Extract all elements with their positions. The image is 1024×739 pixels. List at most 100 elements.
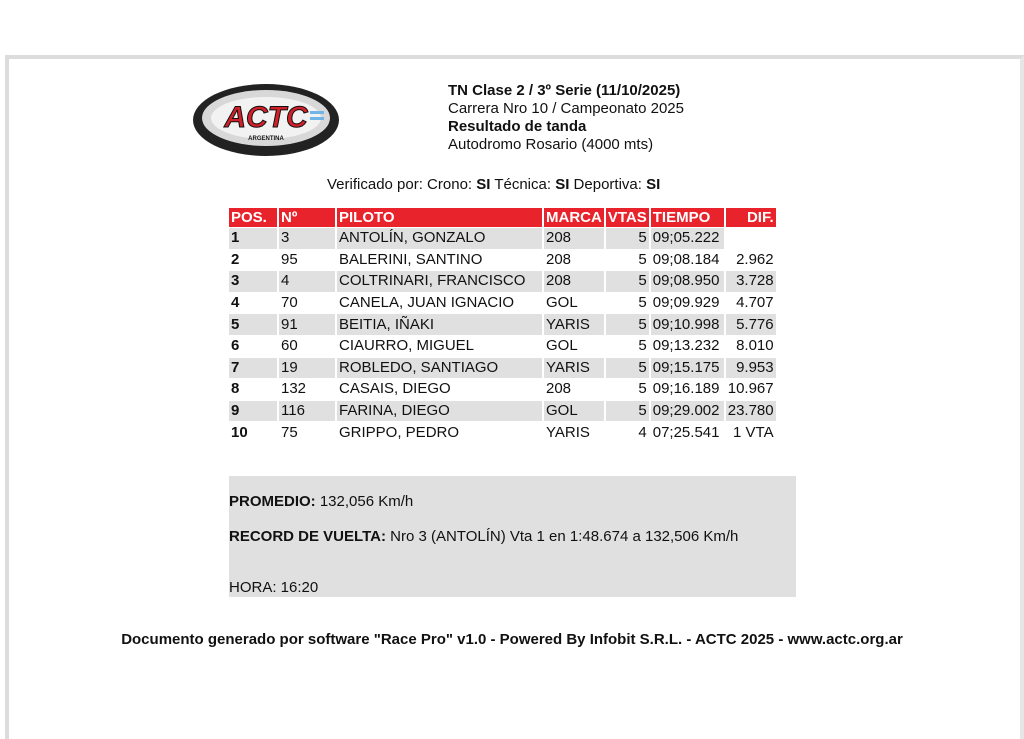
cell-number: 60 (281, 337, 298, 355)
cell-pos: 1 (229, 228, 277, 249)
cell-vtas: 5 (638, 337, 647, 355)
cell-marca: 208 (544, 228, 604, 249)
col-marca: MARCA (544, 208, 604, 227)
cell-number: 75 (281, 423, 298, 441)
cell-dif: 23.780 (725, 400, 776, 422)
svg-text:ARGENTINA: ARGENTINA (248, 136, 284, 142)
cell-tiempo: 09;13.232 (652, 337, 720, 355)
cell-vtas: 5 (638, 294, 647, 312)
document-page (5, 55, 1024, 739)
cell-tiempo: 07;25.541 (652, 423, 720, 441)
col-dif: DIF. (725, 208, 776, 227)
table-header-row: POS. Nº PILOTO MARCA VTAS TIEMPO DIF. (229, 208, 776, 227)
cell-tiempo: 09;09.929 (652, 294, 720, 312)
cell-pos: 10 (231, 423, 248, 441)
deportiva-status: SI (646, 176, 661, 193)
record-line: RECORD DE VUELTA: Nro 3 (ANTOLÍN) Vta 1 … (229, 528, 738, 545)
cell-vtas: 5 (605, 314, 649, 335)
cell-vtas: 5 (638, 250, 647, 268)
cell-dif: 1 VTA (733, 423, 774, 441)
col-pos: POS. (229, 208, 277, 227)
cell-piloto: BALERINI, SANTINO (339, 250, 483, 268)
promedio-label: PROMEDIO: (229, 493, 316, 510)
cell-piloto: BEITIA, IÑAKI (337, 314, 542, 335)
cell-tiempo: 09;16.189 (652, 380, 720, 398)
circuit-info: Autodromo Rosario (4000 mts) (448, 136, 654, 153)
cell-dif: 2.962 (736, 250, 774, 268)
cell-marca: GOL (544, 400, 604, 422)
cell-vtas: 5 (605, 357, 649, 379)
cell-number: 132 (281, 380, 307, 398)
report-header: TN Clase 2 / 3º Serie (11/10/2025) Carre… (448, 82, 684, 154)
cell-tiempo: 09;10.998 (650, 314, 724, 335)
cell-marca: YARIS (544, 314, 604, 335)
cell-marca: 208 (546, 380, 572, 398)
cell-pos: 8 (231, 380, 240, 398)
cell-dif: 9.953 (725, 357, 776, 379)
col-vtas: VTAS (605, 208, 649, 227)
cell-marca: YARIS (544, 357, 604, 379)
cell-dif: 4.707 (736, 294, 774, 312)
cell-piloto: CANELA, JUAN IGNACIO (339, 294, 515, 312)
cell-piloto: GRIPPO, PEDRO (339, 423, 460, 441)
cell-piloto: CASAIS, DIEGO (339, 380, 451, 398)
cell-marca: GOL (546, 337, 578, 355)
cell-vtas: 4 (638, 423, 647, 441)
cell-marca: 208 (544, 271, 604, 292)
cell-pos: 2 (231, 250, 240, 268)
promedio-value: 132,056 Km/h (315, 493, 414, 510)
cell-marca: 208 (546, 250, 572, 268)
cell-number: 70 (281, 294, 298, 312)
cell-pos: 6 (231, 337, 240, 355)
cell-vtas: 5 (605, 400, 649, 422)
cell-tiempo: 09;08.950 (650, 271, 724, 292)
verif-prefix: Verificado por: Crono: (327, 176, 477, 193)
crono-status: SI (476, 176, 491, 193)
col-tiempo: TIEMPO (650, 208, 724, 227)
cell-piloto: ROBLEDO, SANTIAGO (337, 357, 542, 379)
verification-line: Verificado por: Crono: SI Técnica: SI De… (327, 176, 660, 193)
col-number: Nº (279, 208, 335, 227)
cell-tiempo: 09;08.184 (652, 250, 720, 268)
cell-dif (726, 228, 776, 249)
tecnica-status: SI (555, 176, 570, 193)
cell-pos: 4 (231, 294, 240, 312)
cell-dif: 8.010 (736, 337, 774, 355)
cell-vtas: 5 (605, 271, 649, 292)
report-subtitle: Resultado de tanda (448, 118, 587, 135)
cell-dif: 5.776 (725, 314, 776, 335)
summary-box: PROMEDIO: 132,056 Km/h RECORD DE VUELTA:… (229, 476, 796, 597)
cell-vtas: 5 (605, 228, 649, 249)
table-row: 7 19 ROBLEDO, SANTIAGO YARIS 5 09;15.175 9.953 (229, 357, 776, 379)
cell-dif: 3.728 (725, 271, 776, 292)
table-row: 8 132 CASAIS, DIEGO 208 5 09;16.189 10.967 (229, 379, 776, 400)
record-label: RECORD DE VUELTA: (229, 528, 386, 545)
cell-number: 116 (279, 400, 335, 422)
cell-number: 91 (279, 314, 335, 335)
cell-pos: 9 (229, 400, 277, 422)
cell-piloto: ANTOLÍN, GONZALO (337, 228, 542, 249)
hora-line: HORA: 16:20 (229, 579, 319, 596)
svg-text:ACTC: ACTC (223, 101, 309, 134)
cell-number: 4 (279, 271, 335, 292)
tecnica-label: Técnica: (490, 176, 556, 193)
col-piloto: PILOTO (337, 208, 542, 227)
promedio-line: PROMEDIO: 132,056 Km/h (229, 493, 413, 510)
race-info: Carrera Nro 10 / Campeonato 2025 (448, 100, 684, 117)
cell-tiempo: 09;29.002 (650, 400, 724, 422)
table-row: 2 95 BALERINI, SANTINO 208 5 09;08.184 2.962 (229, 250, 776, 271)
cell-pos: 5 (229, 314, 277, 335)
cell-tiempo: 09;05.222 (650, 228, 724, 249)
cell-marca: GOL (546, 294, 578, 312)
cell-piloto: CIAURRO, MIGUEL (339, 337, 475, 355)
record-value: Nro 3 (ANTOLÍN) Vta 1 en 1:48.674 a 132,… (385, 528, 739, 545)
table-row: 10 75 GRIPPO, PEDRO YARIS 4 07;25.541 1 VTA (229, 422, 776, 443)
table-row: 1 3 ANTOLÍN, GONZALO 208 5 09;05.222 (229, 228, 776, 249)
cell-vtas: 5 (638, 380, 647, 398)
table-row: 5 91 BEITIA, IÑAKI YARIS 5 09;10.998 5.776 (229, 314, 776, 335)
deportiva-label: Deportiva: (569, 176, 647, 193)
table-row: 9 116 FARINA, DIEGO GOL 5 09;29.002 23.780 (229, 400, 776, 422)
table-row: 4 70 CANELA, JUAN IGNACIO GOL 5 09;09.929 4.70… (229, 293, 776, 314)
cell-number: 95 (281, 250, 298, 268)
